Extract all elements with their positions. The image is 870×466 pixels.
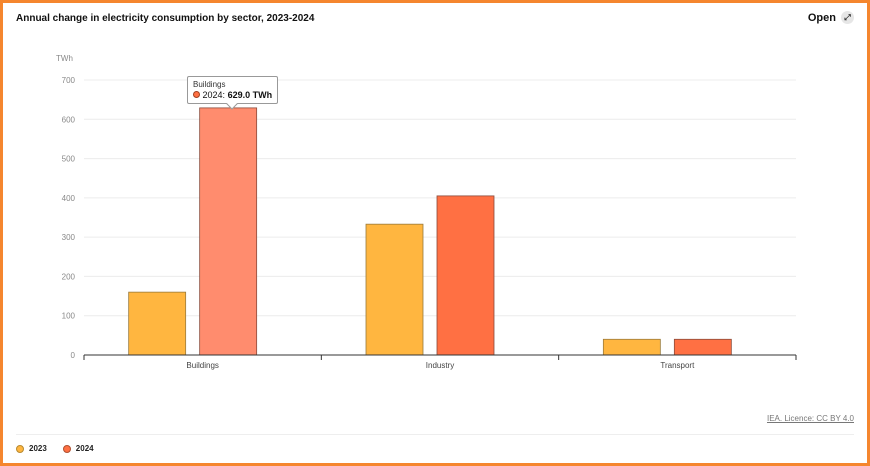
y-tick-label: 700 bbox=[62, 76, 76, 85]
divider bbox=[16, 434, 854, 435]
x-tick-label: Transport bbox=[660, 361, 695, 370]
x-tick-label: Industry bbox=[426, 361, 454, 370]
legend: 2023 2024 bbox=[16, 444, 94, 453]
open-button[interactable]: Open ⤢ bbox=[808, 11, 854, 24]
tooltip-series-dot-icon bbox=[193, 90, 200, 98]
legend-item-2023[interactable]: 2023 bbox=[16, 444, 47, 453]
y-tick-label: 0 bbox=[71, 351, 76, 360]
y-tick-label: 400 bbox=[62, 194, 76, 203]
legend-item-2024[interactable]: 2024 bbox=[62, 444, 94, 453]
bar-transport-2024[interactable] bbox=[673, 338, 732, 356]
legend-dot-icon bbox=[16, 444, 24, 453]
tooltip: Buildings 2024: 629.0 TWh bbox=[187, 76, 279, 105]
bar-industry-2023[interactable] bbox=[365, 223, 424, 356]
expand-icon: ⤢ bbox=[841, 11, 854, 24]
bar-industry-2024[interactable] bbox=[436, 195, 495, 356]
chart-title: Annual change in electricity consumption… bbox=[16, 13, 315, 24]
bar-buildings-2023[interactable] bbox=[128, 291, 187, 356]
y-tick-label: 200 bbox=[62, 272, 76, 281]
open-label: Open bbox=[807, 11, 836, 24]
legend-label: 2023 bbox=[29, 444, 47, 453]
tooltip-value-row: 2024: 629.0 TWh bbox=[193, 90, 272, 101]
bar-transport-2023[interactable] bbox=[602, 338, 661, 356]
tooltip-value: 629.0 TWh bbox=[227, 89, 273, 100]
bar-buildings-2024[interactable] bbox=[199, 107, 258, 356]
bar-chart: TWh 0 100 200 300 400 500 600 700 Buildings Indust… bbox=[56, 54, 797, 370]
y-tick-label: 500 bbox=[62, 155, 76, 164]
licence-link[interactable]: IEA. Licence: CC BY 4.0 bbox=[766, 414, 854, 423]
y-tick-label: 600 bbox=[62, 115, 76, 124]
legend-dot-icon bbox=[62, 444, 71, 453]
tooltip-series: 2024 bbox=[202, 89, 223, 100]
y-tick-label: 300 bbox=[62, 233, 76, 242]
x-tick-label: Buildings bbox=[186, 361, 218, 370]
legend-label: 2024 bbox=[75, 444, 94, 453]
y-tick-label: 100 bbox=[62, 312, 76, 321]
y-axis-unit: TWh bbox=[56, 54, 73, 63]
tooltip-category: Buildings bbox=[193, 80, 226, 89]
